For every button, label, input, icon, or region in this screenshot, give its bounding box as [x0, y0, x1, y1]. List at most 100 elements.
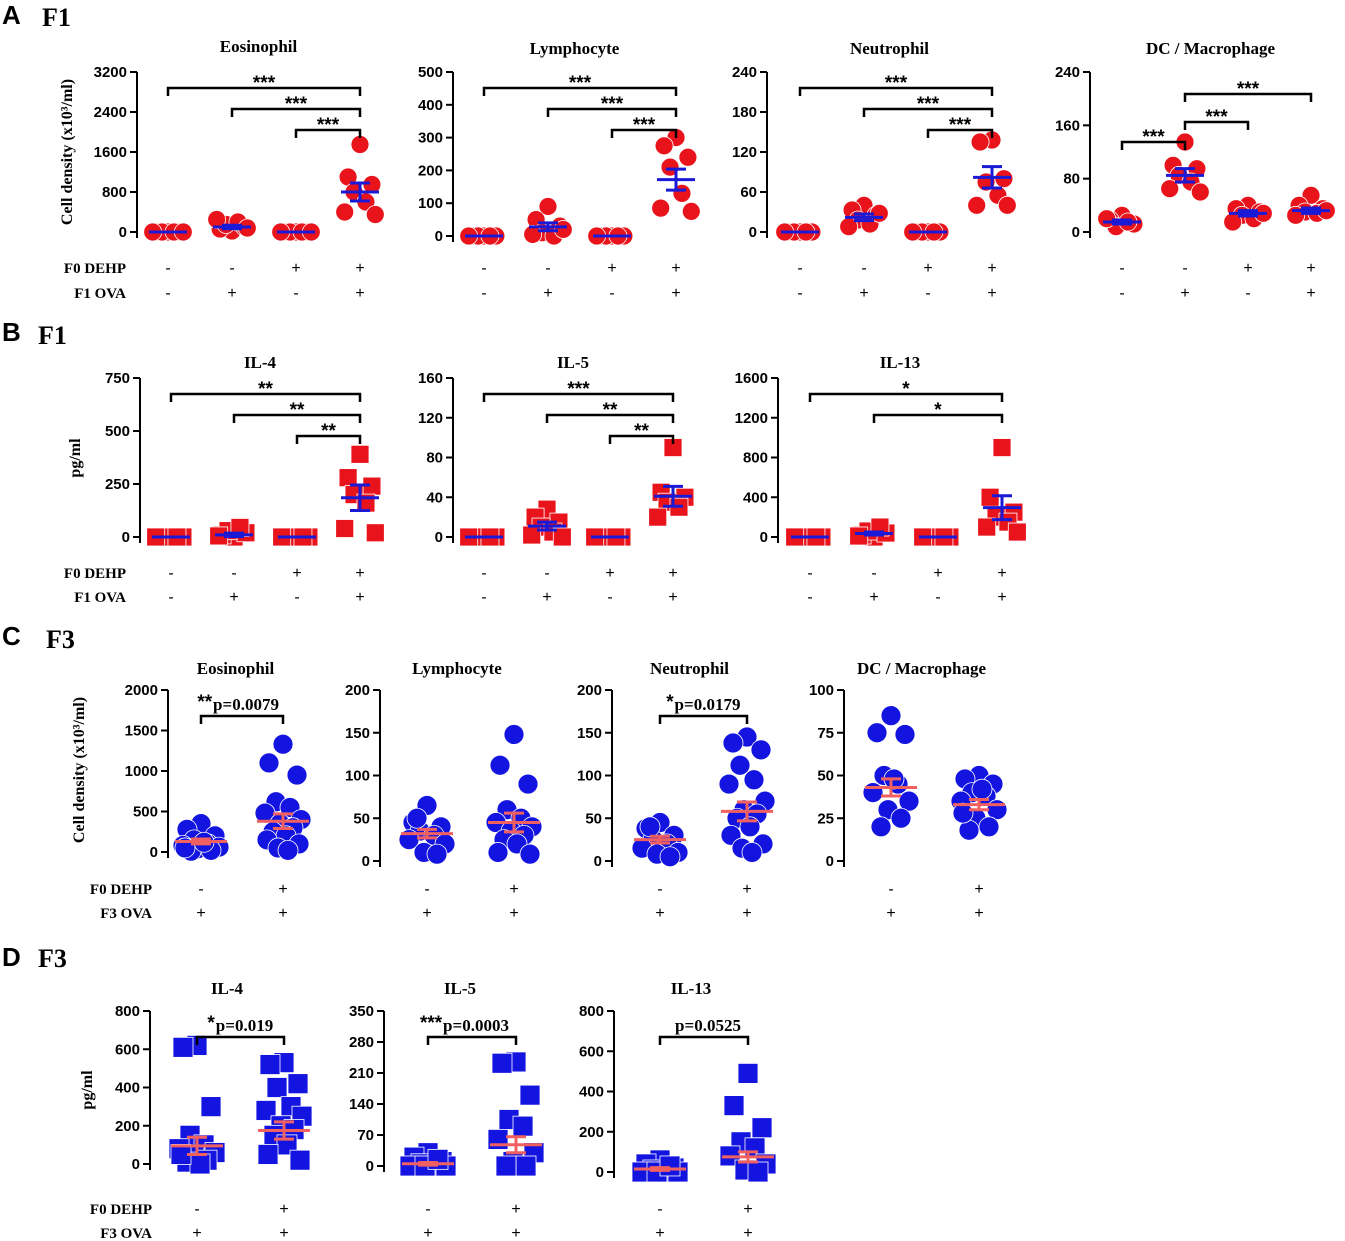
y-tick-label: 50 — [353, 810, 370, 827]
group-label-ova: + — [542, 589, 551, 606]
data-point — [737, 1062, 759, 1084]
group-label-ova: - — [925, 285, 930, 302]
group-label-ova: + — [997, 589, 1006, 606]
data-point — [426, 843, 448, 865]
y-tick-label: 500 — [133, 804, 158, 821]
chart-title: IL-5 — [557, 353, 589, 372]
y-tick-label: 120 — [418, 410, 443, 427]
data-point — [747, 1161, 769, 1183]
group-label-dehp: - — [229, 260, 234, 277]
y-tick-label: 1000 — [125, 763, 158, 780]
data-point — [259, 1054, 281, 1075]
group-label-ova: - — [935, 589, 940, 606]
data-point — [512, 1115, 534, 1137]
data-point — [266, 1077, 288, 1098]
group-label-dehp: - — [657, 1201, 662, 1218]
row-label-dehp: F0 DEHP — [64, 261, 126, 277]
significance-stars: ** — [603, 400, 618, 421]
data-point — [406, 807, 428, 829]
y-tick-label: 200 — [579, 1124, 604, 1141]
y-tick-label: 200 — [345, 682, 370, 699]
chart-title: IL-13 — [880, 353, 921, 372]
data-point — [681, 201, 701, 221]
group-label-ova: - — [481, 285, 486, 302]
group-label-dehp: + — [355, 260, 364, 277]
data-point — [751, 1117, 773, 1139]
y-tick-label: 0 — [435, 228, 443, 245]
data-point — [890, 807, 912, 829]
data-point — [898, 790, 920, 812]
y-tick-label: 160 — [1055, 117, 1080, 134]
chart-title: Eosinophil — [197, 659, 275, 678]
data-point — [538, 197, 558, 216]
y-axis-label: Cell density (x10³/ml) — [59, 79, 76, 225]
chart-c-7: Eosinophil 0 500 1000 1500 2000 Cell density (… — [71, 659, 312, 922]
y-tick-label: 0 — [594, 853, 602, 870]
data-point — [1160, 179, 1180, 199]
data-point — [350, 444, 370, 464]
data-point — [287, 1073, 309, 1095]
y-tick-label: 250 — [105, 476, 130, 493]
data-point — [967, 195, 987, 215]
y-tick-label: 500 — [105, 423, 130, 440]
y-tick-label: 150 — [577, 725, 602, 742]
group-label-ova: + — [227, 285, 236, 302]
p-value: p=0.0525 — [675, 1016, 741, 1035]
data-point — [552, 527, 572, 547]
significance-stars: *** — [949, 115, 972, 136]
significance-bracket — [294, 128, 362, 138]
group-label-ova: + — [655, 1225, 664, 1241]
significance-bracket — [862, 107, 994, 117]
y-tick-label: 1500 — [125, 723, 158, 740]
group-label-dehp: + — [671, 260, 680, 277]
group-label-ova: - — [607, 589, 612, 606]
y-tick-label: 800 — [115, 1003, 140, 1020]
significance-stars: *** — [601, 94, 624, 115]
group-label-dehp: + — [742, 881, 751, 898]
chart-title: Lymphocyte — [530, 39, 620, 58]
data-point — [495, 1155, 517, 1177]
chart-b-6: IL-13 0 400 800 1200 1600 - - - + + - + + * * — [735, 353, 1027, 606]
y-tick-label: 0 — [362, 853, 370, 870]
panel-gen-d: F3 — [38, 944, 67, 973]
y-tick-label: 100 — [418, 195, 443, 212]
data-point — [971, 778, 993, 800]
data-point — [741, 842, 763, 863]
significance-stars: *** — [569, 73, 592, 94]
significance-stars: *** — [1142, 127, 1165, 148]
group-label-dehp: + — [974, 881, 983, 898]
y-tick-label: 500 — [418, 64, 443, 81]
panel-gen-a: F1 — [42, 3, 71, 32]
group-label-dehp: - — [871, 565, 876, 582]
significance-stars: *** — [420, 1013, 443, 1034]
data-point — [289, 1149, 311, 1171]
group-label-dehp: + — [997, 565, 1006, 582]
group-label-ova: + — [743, 1225, 752, 1241]
data-point — [651, 198, 671, 218]
y-tick-label: 600 — [579, 1043, 604, 1060]
y-tick-label: 0 — [826, 853, 834, 870]
group-label-ova: - — [293, 285, 298, 302]
significance-bracket — [658, 1035, 750, 1045]
panel-gen-c: F3 — [46, 625, 75, 654]
significance-bracket — [199, 714, 285, 724]
chart-title: Lymphocyte — [412, 659, 502, 678]
group-label-ova: + — [671, 285, 680, 302]
chart-d-11: IL-4 0 200 400 600 800 pg/ml F0 DEHP F3 OVA - + + + p… — [79, 979, 313, 1241]
y-tick-label: 400 — [743, 489, 768, 506]
significance-bracket — [232, 413, 362, 423]
y-tick-label: 210 — [349, 1065, 374, 1082]
data-point — [1190, 182, 1210, 202]
data-point — [189, 1153, 211, 1175]
group-label-dehp: - — [1182, 260, 1187, 277]
chart-c-8: Lymphocyte 0 50 100 150 200 - + + + — [345, 659, 543, 922]
significance-bracket — [426, 1035, 518, 1045]
group-label-ova: + — [1306, 285, 1315, 302]
group-label-dehp: - — [888, 881, 893, 898]
significance-bracket — [608, 434, 675, 444]
significance-stars: * — [934, 400, 942, 421]
group-label-dehp: + — [987, 260, 996, 277]
data-point — [335, 202, 355, 222]
data-point — [515, 1155, 537, 1177]
